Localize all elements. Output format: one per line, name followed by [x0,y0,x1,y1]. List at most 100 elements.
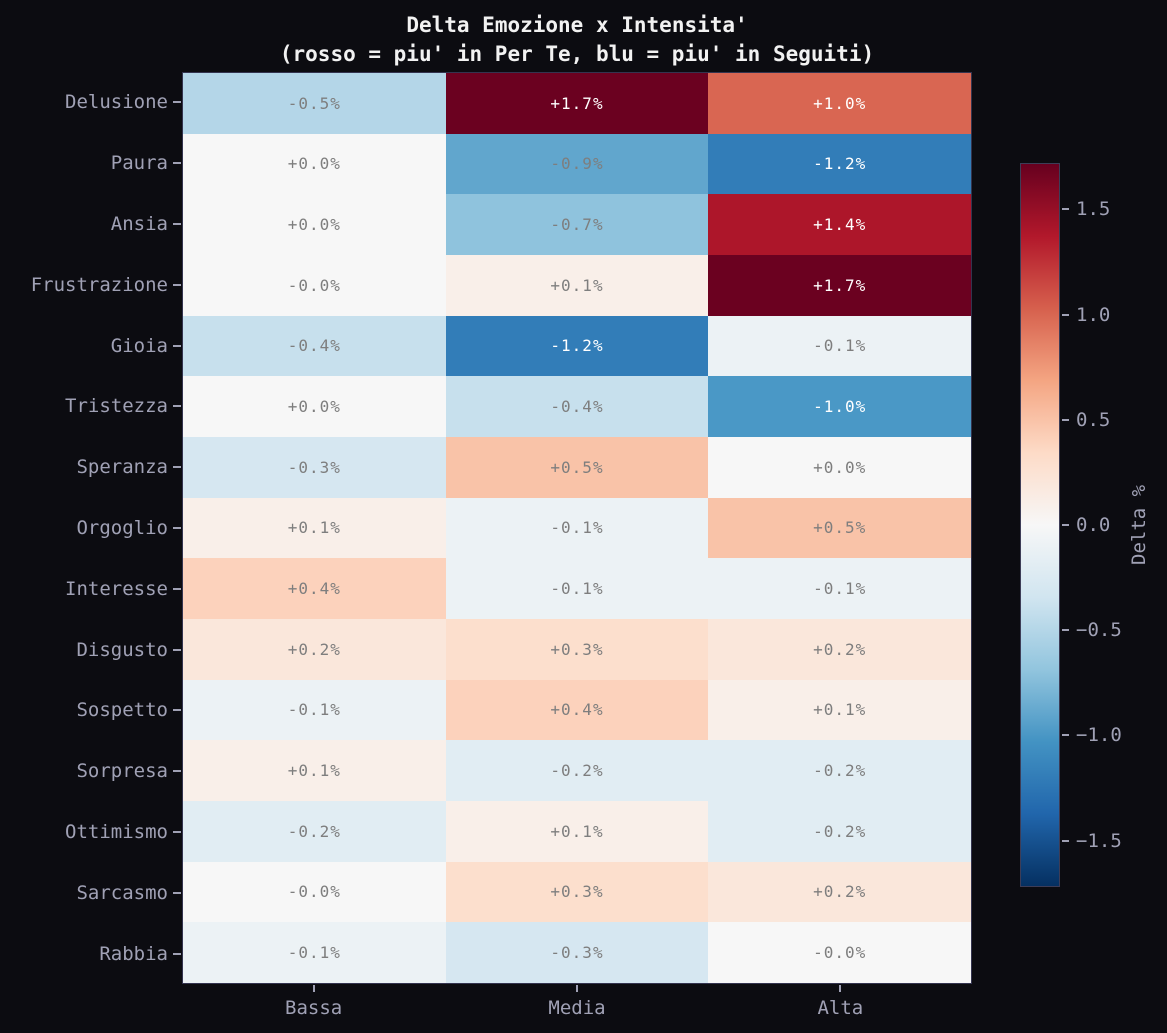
colorbar-tick-label: 0.5 [1076,408,1111,431]
cell-value: +0.4% [550,700,604,720]
cell-value: +0.2% [287,639,341,659]
cell-value: +0.2% [813,882,867,902]
cell-value: +0.0% [287,154,341,174]
heatmap-cell: +0.1% [445,255,709,316]
heatmap-cell: -0.1% [708,315,971,377]
heatmap-cell: -0.1% [183,679,446,741]
heatmap-cell: +0.4% [445,679,709,741]
cell-value: +0.0% [287,215,341,235]
heatmap-cell: +0.2% [708,619,971,680]
cell-value: +0.1% [287,761,341,781]
y-tick-label: Ottimismo [65,821,168,843]
cell-value: +0.1% [550,275,604,295]
cell-value: -0.1% [287,700,341,720]
heatmap-cell: +0.0% [183,133,446,195]
cell-value: +1.4% [813,215,867,235]
y-tick-mark [173,587,181,590]
x-tick-mark [312,985,315,992]
heatmap-cell: -0.4% [445,376,709,437]
y-tick-label: Sarcasmo [76,881,168,904]
heatmap-cell: -0.2% [445,740,709,801]
heatmap-cell: -0.2% [183,801,446,862]
y-tick-label: Gioia [110,334,168,357]
heatmap-cell: -0.0% [708,922,971,983]
heatmap-cell: -0.3% [445,922,709,983]
heatmap-grid: -0.5% +1.7% +1.0% +0.0% -0.9% -1.2% +0.0% -0.7%… [182,72,972,984]
y-tick-mark [173,466,181,469]
y-tick-label: Orgoglio [76,517,168,539]
cell-value: -0.5% [287,93,341,113]
cell-value: -1.0% [813,397,867,417]
cell-value: -0.0% [287,275,341,295]
heatmap-cell: -0.2% [708,740,971,801]
y-tick-mark [173,709,181,712]
cell-value: -0.2% [813,761,867,781]
cell-value: +0.3% [550,639,604,659]
colorbar-tick-mark [1062,313,1069,316]
colorbar-tick-label: 1.5 [1076,198,1111,221]
colorbar-tick-label: −1.5 [1076,829,1122,852]
x-tick-mark [576,985,578,992]
heatmap-cell: +0.2% [183,619,446,680]
cell-value: -0.3% [287,457,341,477]
cell-value: +0.1% [813,700,867,720]
colorbar-tick-label: −1.0 [1076,724,1122,747]
heatmap-cell: -1.2% [445,315,709,377]
colorbar-tick-mark [1062,839,1069,842]
y-tick-mark [173,891,181,894]
colorbar [1020,163,1060,887]
heatmap-cell: +0.1% [183,740,446,801]
cell-value: -0.2% [813,821,867,841]
heatmap-cell: -0.4% [183,315,446,377]
cell-value: -0.7% [550,215,604,235]
heatmap-cell: -1.0% [708,376,971,437]
heatmap-cell: +0.3% [445,861,709,923]
cell-value: +1.0% [813,93,867,113]
y-tick-mark [173,162,181,165]
chart-title: Delta Emozione x Intensita' [406,13,748,37]
cell-value: -0.2% [287,821,341,841]
heatmap-cell: -0.1% [445,558,709,619]
x-tick-label: Media [548,997,606,1019]
heatmap-cell: -0.2% [708,801,971,862]
colorbar-axis-label: Delta % [1128,484,1150,566]
heatmap-cell: -0.1% [183,922,446,983]
y-tick-mark [173,831,181,833]
colorbar-tick-label: −0.5 [1076,619,1122,642]
heatmap-cell: +1.7% [708,255,971,316]
y-tick-label: Sorpresa [76,760,168,783]
colorbar-tick-mark [1062,734,1069,737]
y-tick-label: Paura [110,152,168,175]
y-tick-label: Ansia [110,213,168,235]
heatmap-cell: -0.9% [445,133,709,195]
y-tick-mark [173,405,181,408]
y-tick-label: Disgusto [76,638,168,661]
heatmap-cell: +0.3% [445,619,709,680]
y-tick-mark [173,223,181,225]
y-tick-mark [173,648,181,651]
cell-value: +0.4% [287,579,341,599]
colorbar-tick-mark [1062,524,1069,526]
x-tick-label: Alta [817,997,864,1019]
heatmap-cell: +1.0% [708,73,971,134]
heatmap-cell: -0.5% [183,73,446,134]
y-tick-label: Delusione [65,91,168,114]
heatmap-cell: -0.1% [445,497,709,559]
heatmap-cell: -0.0% [183,255,446,316]
cell-value: +0.1% [287,518,341,538]
cell-value: +1.7% [813,275,867,295]
cell-value: +0.0% [813,457,867,477]
cell-value: -0.4% [287,336,341,356]
heatmap-cell: +1.4% [708,194,971,255]
y-tick-label: Speranza [76,456,168,479]
heatmap-cell: -0.3% [183,437,446,498]
cell-value: -0.1% [550,579,604,599]
heatmap-cell: +0.5% [445,437,709,498]
heatmap-cell: -1.2% [708,133,971,195]
heatmap-cell: +0.4% [183,558,446,619]
cell-value: -1.2% [813,154,867,174]
y-tick-label: Interesse [65,577,168,600]
heatmap-cell: -0.7% [445,194,709,255]
y-tick-mark [173,952,181,955]
y-tick-label: Frustrazione [30,273,168,296]
